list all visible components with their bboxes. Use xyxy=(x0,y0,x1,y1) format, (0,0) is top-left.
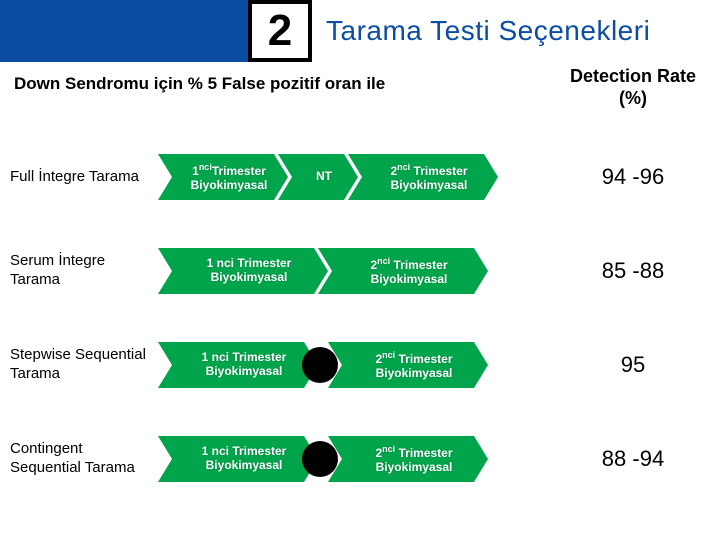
rate-header-line2: (%) xyxy=(619,88,647,108)
rows-container: Full İntegre Tarama1nciTrimesterBiyokimy… xyxy=(0,130,720,506)
decision-circle xyxy=(302,441,338,477)
row-label: Full İntegre Tarama xyxy=(0,168,158,187)
flow-step-label: 2nci TrimesterBiyokimyasal xyxy=(375,444,452,475)
flow-step: 1nciTrimesterBiyokimyasal xyxy=(158,154,288,200)
decision-circle xyxy=(302,347,338,383)
rate-header-line1: Detection Rate xyxy=(570,66,696,86)
flow-step-label: 2nci TrimesterBiyokimyasal xyxy=(390,162,467,193)
header: 2 Tarama Testi Seçenekleri xyxy=(0,0,720,62)
flow-step-label: 1 nci TrimesterBiyokimyasal xyxy=(202,445,287,473)
flow-step-label: 1 nci TrimesterBiyokimyasal xyxy=(207,257,292,285)
row-label: Serum İntegre Tarama xyxy=(0,252,158,290)
diagram-row: Full İntegre Tarama1nciTrimesterBiyokimy… xyxy=(0,130,720,224)
flow: 1nciTrimesterBiyokimyasal NT 2nci Trimeste… xyxy=(158,154,488,200)
flow: 1 nci TrimesterBiyokimyasal 2nci Trimeste… xyxy=(158,436,478,482)
page-title: Tarama Testi Seçenekleri xyxy=(326,0,650,62)
detection-rate: 85 -88 xyxy=(558,258,708,284)
diagram-row: Serum İntegre Tarama1 nci TrimesterBiyok… xyxy=(0,224,720,318)
flow-step-label: 1 nci TrimesterBiyokimyasal xyxy=(202,351,287,379)
row-label: Stepwise Sequential Tarama xyxy=(0,346,158,384)
flow-step-label: 2nci TrimesterBiyokimyasal xyxy=(375,350,452,381)
detection-rate: 94 -96 xyxy=(558,164,708,190)
diagram-row: Contingent Sequential Tarama1 nci Trimes… xyxy=(0,412,720,506)
subheader-text: Down Sendromu için % 5 False pozitif ora… xyxy=(14,74,385,94)
header-stripe xyxy=(0,0,248,62)
flow: 1 nci TrimesterBiyokimyasal 2nci Trimeste… xyxy=(158,342,478,388)
flow: 1 nci TrimesterBiyokimyasal 2nci Trimeste… xyxy=(158,248,478,294)
flow-step: NT xyxy=(278,154,358,200)
rate-header: Detection Rate (%) xyxy=(558,66,708,109)
flow-step: 1 nci TrimesterBiyokimyasal xyxy=(158,248,328,294)
flow-step: 2nci TrimesterBiyokimyasal xyxy=(318,248,488,294)
step-number-badge: 2 xyxy=(248,0,312,62)
flow-step-label: 2nci TrimesterBiyokimyasal xyxy=(370,256,447,287)
flow-step-label: NT xyxy=(316,170,332,184)
flow-step: 2nci TrimesterBiyokimyasal xyxy=(328,436,488,482)
flow-step: 2nci TrimesterBiyokimyasal xyxy=(328,342,488,388)
row-label: Contingent Sequential Tarama xyxy=(0,440,158,478)
flow-step: 1 nci TrimesterBiyokimyasal xyxy=(158,342,318,388)
detection-rate: 88 -94 xyxy=(558,446,708,472)
diagram-row: Stepwise Sequential Tarama1 nci Trimeste… xyxy=(0,318,720,412)
detection-rate: 95 xyxy=(558,352,708,378)
flow-step: 1 nci TrimesterBiyokimyasal xyxy=(158,436,318,482)
flow-step: 2nci TrimesterBiyokimyasal xyxy=(348,154,498,200)
flow-step-label: 1nciTrimesterBiyokimyasal xyxy=(191,162,268,193)
